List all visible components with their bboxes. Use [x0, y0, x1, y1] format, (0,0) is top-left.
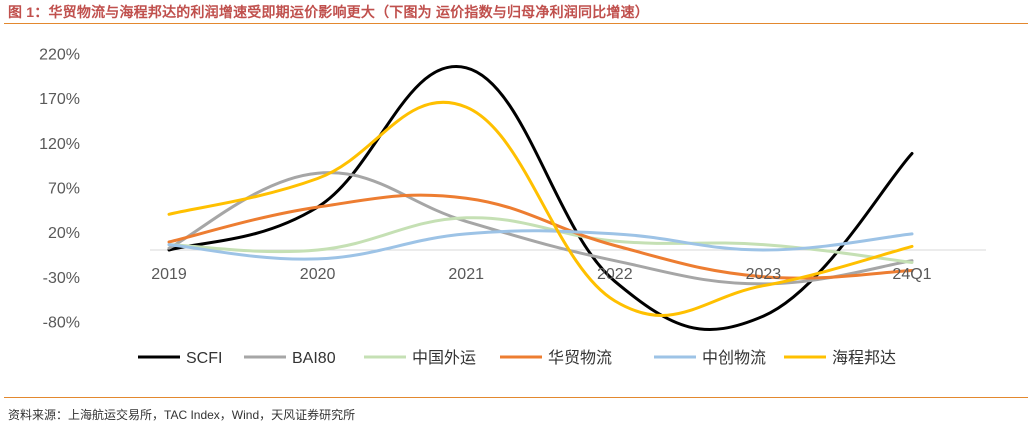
legend-label: BAI80 [292, 350, 336, 367]
series-line-3 [167, 193, 914, 280]
series-line-4 [167, 229, 914, 261]
legend-label: 海程邦达 [832, 349, 896, 367]
legend-label: 中创物流 [702, 349, 766, 367]
y-axis-ticks: 220% 170% 120% 70% 20% -30% -80% [39, 46, 80, 331]
chart-title: 图 1：华贸物流与海程邦达的利润增速受即期运价影响更大（下图为 运价指数与归母净… [8, 4, 649, 20]
y-tick-label: 220% [39, 46, 80, 63]
source-divider [4, 397, 1028, 398]
x-tick-label: 2019 [151, 266, 187, 283]
y-tick-label: -80% [43, 314, 80, 331]
x-tick-label: 2021 [448, 266, 484, 283]
legend-label: 华贸物流 [548, 349, 612, 367]
y-tick-label: 70% [48, 180, 80, 197]
series-line-5 [167, 100, 914, 317]
x-axis-ticks: 2019 2020 2021 2022 2023 24Q1 [151, 266, 931, 283]
legend: SCFI BAI80 中国外运 华贸物流 中创物流 海程邦达 [138, 349, 896, 367]
y-tick-label: 120% [39, 136, 80, 153]
legend-label: 中国外运 [412, 349, 476, 367]
x-tick-label: 2022 [597, 266, 633, 283]
series-line-2 [167, 216, 914, 264]
x-tick-label: 2023 [746, 266, 782, 283]
y-tick-label: 170% [39, 91, 80, 108]
legend-label: SCFI [186, 350, 222, 367]
x-tick-label: 2020 [300, 266, 336, 283]
series-lines [167, 65, 914, 331]
y-tick-label: -30% [43, 270, 80, 287]
source-note: 资料来源：上海航运交易所，TAC Index，Wind，天风证券研究所 [8, 408, 356, 422]
y-tick-label: 20% [48, 225, 80, 242]
x-tick-label: 24Q1 [892, 266, 931, 283]
line-chart: 220%170%120%70%20%-30%-80% 2019 2020 2021 2… [39, 46, 986, 367]
title-divider [4, 23, 1028, 24]
